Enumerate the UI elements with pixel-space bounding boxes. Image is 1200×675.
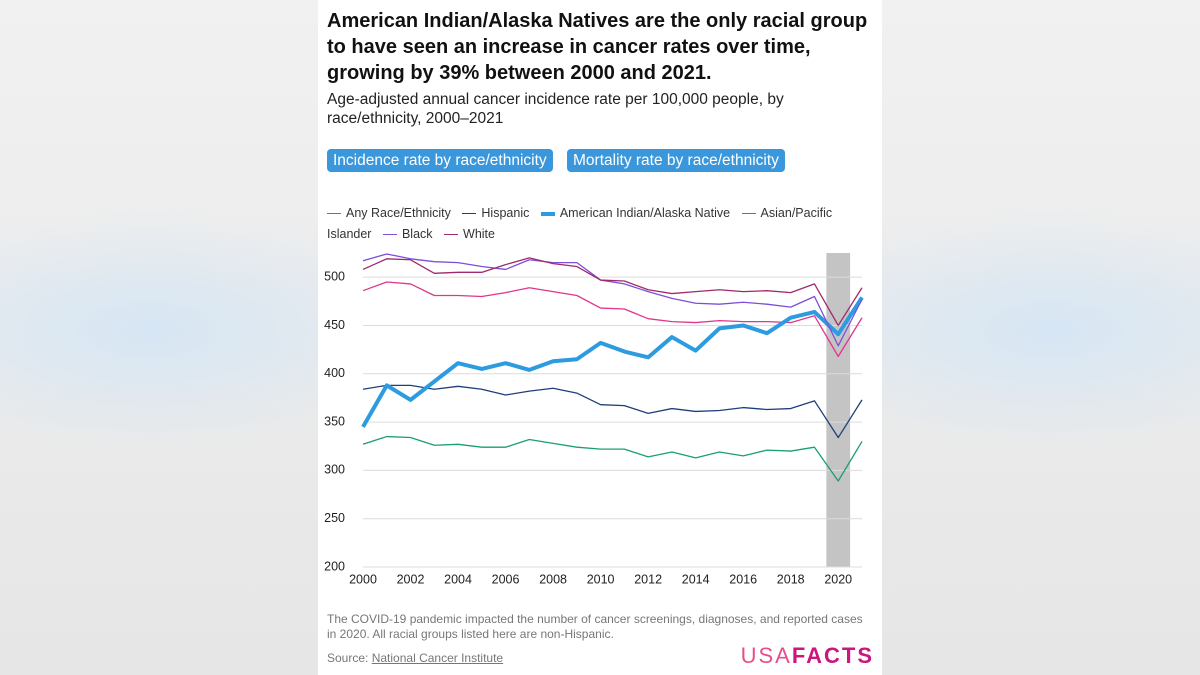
series-line — [362, 435, 863, 482]
series-line — [361, 296, 864, 428]
legend-label: White — [463, 227, 495, 241]
legend-swatch — [327, 213, 341, 215]
x-tick-label: 2000 — [349, 572, 377, 586]
legend-item: American Indian/Alaska Native — [540, 206, 731, 220]
source-label: Source: — [327, 651, 369, 665]
y-tick-label: 350 — [324, 414, 345, 428]
series-line — [362, 257, 863, 327]
legend-item: Asian/Pacific Islander — [327, 206, 832, 241]
series-line — [362, 253, 863, 347]
legend-swatch — [741, 213, 756, 215]
legend-label: Black — [401, 227, 433, 241]
legend-swatch — [444, 234, 459, 236]
legend-label: Asian/Pacific Islander — [327, 206, 833, 241]
legend-swatch — [462, 213, 477, 215]
legend-swatch — [540, 211, 555, 216]
y-tick-label: 500 — [324, 269, 345, 283]
legend-label: Any Race/Ethnicity — [346, 206, 451, 220]
legend-item: White — [444, 227, 495, 241]
y-tick-label: 200 — [324, 559, 345, 573]
y-tick-label: 400 — [324, 366, 345, 380]
x-tick-label: 2014 — [682, 572, 710, 586]
y-tick-label: 450 — [324, 318, 345, 332]
series-line — [362, 281, 863, 358]
legend-label: American Indian/Alaska Native — [559, 206, 731, 220]
logo-text: FACTS — [791, 643, 874, 668]
tab-button[interactable]: Mortality rate by race/ethnicity — [567, 149, 785, 172]
source-link[interactable]: National Cancer Institute — [371, 651, 504, 665]
logo-text: USA — [740, 643, 792, 668]
x-tick-label: 2010 — [587, 572, 615, 586]
footnote: The COVID-19 pandemic impacted the numbe… — [327, 612, 863, 641]
source: Source: National Cancer Institute — [327, 651, 503, 665]
chart-subtitle: Age-adjusted annual cancer incidence rat… — [327, 91, 784, 127]
x-tick-label: 2004 — [444, 572, 472, 586]
highlight-band — [826, 253, 851, 567]
plot: 200 250 300 350 400 450 500 2000 2002 2004 2006 200… — [324, 253, 864, 586]
x-tick-label: 2020 — [824, 572, 852, 586]
x-tick-label: 2012 — [634, 572, 662, 586]
x-tick-label: 2018 — [777, 572, 805, 586]
legend-label: Hispanic — [481, 206, 530, 220]
legend: Any Race/Ethnicity Hispanic American Ind… — [327, 203, 857, 245]
chart-title: American Indian/Alaska Natives are the o… — [327, 10, 868, 84]
legend-swatch — [382, 234, 397, 236]
tab-button[interactable]: Incidence rate by race/ethnicity — [327, 149, 553, 172]
chart-panel: American Indian/Alaska Natives are the o… — [318, 0, 882, 675]
series-line — [362, 384, 863, 439]
x-tick-label: 2002 — [397, 572, 425, 586]
legend-item: Any Race/Ethnicity — [327, 206, 451, 220]
x-tick-label: 2008 — [539, 572, 567, 586]
y-tick-label: 300 — [324, 463, 345, 477]
y-tick-label: 250 — [324, 511, 345, 525]
x-tick-label: 2016 — [729, 572, 757, 586]
legend-item: Hispanic — [462, 206, 529, 220]
x-tick-label: 2006 — [492, 572, 520, 586]
legend-item: Black — [382, 227, 433, 241]
logo: USAFACTS — [741, 643, 874, 669]
